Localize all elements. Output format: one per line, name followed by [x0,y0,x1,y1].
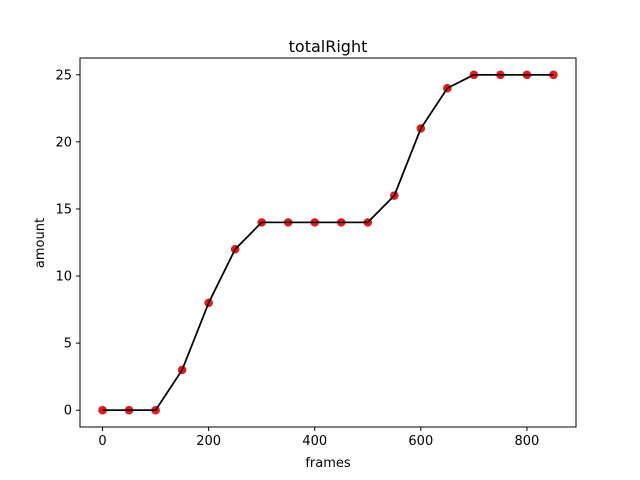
x-tick-label-400: 400 [302,434,327,449]
y-tick-label-0: 0 [64,404,72,419]
x-tick-label-0: 0 [98,434,106,449]
data-point-0 [98,405,107,415]
y-tick-label-10: 10 [55,270,72,285]
chart-title: totalRight [289,37,368,56]
y-tick-label-5: 5 [64,337,72,352]
axes-frame [79,57,577,428]
series-line-overlay-0 [102,73,554,412]
y-tick-label-15: 15 [55,202,72,217]
data-point-17 [549,70,558,80]
x-tick-label-800: 800 [515,434,540,449]
y-tick-label-20: 20 [55,135,72,150]
plot-area: 0 200 400 600 800 0 5 10 15 20 25 [55,57,577,449]
y-axis-label: amount [33,218,48,268]
x-tick-label-200: 200 [196,434,221,449]
x-tick-label-600: 600 [408,434,433,449]
x-axis-label: frames [305,456,351,471]
y-tick-label-25: 25 [55,68,72,83]
